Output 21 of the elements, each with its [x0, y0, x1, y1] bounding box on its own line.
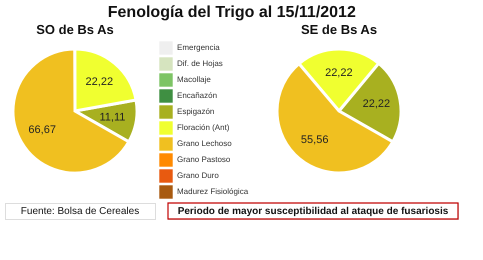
chart-subtitle: SO de Bs As — [36, 22, 114, 37]
legend-label: Emergencia — [177, 43, 220, 52]
data-label: 22,22 — [325, 67, 353, 79]
data-label: 11,11 — [100, 111, 126, 124]
legend-label: Encañazón — [177, 91, 218, 100]
chart-subtitle: SE de Bs As — [300, 22, 378, 37]
text: Periodo de mayor susceptibilidad al ataque de fusariosis — [178, 206, 449, 217]
legend-label: Grano Pastoso — [177, 155, 231, 164]
legend-label: Grano Duro — [177, 171, 220, 180]
data-label: 22,22 — [86, 76, 114, 88]
data-label: 22,22 — [362, 98, 390, 110]
legend-label: Espigazón — [177, 107, 214, 116]
legend-label: Dif. de Hojas — [177, 59, 223, 68]
legend-label: Macollaje — [177, 75, 212, 84]
data-label: 66,67 — [28, 124, 56, 136]
legend-label: Madurez Fisiológica — [177, 187, 249, 196]
legend-label: Floración (Ant) — [177, 123, 230, 132]
chart-title: Fenología del Trigo al 15/11/2012 — [108, 4, 356, 21]
legend-label: Grano Lechoso — [177, 139, 232, 148]
source-note: Fuente: Bolsa de Cereales — [20, 206, 140, 217]
data-label: 55,56 — [300, 134, 328, 146]
